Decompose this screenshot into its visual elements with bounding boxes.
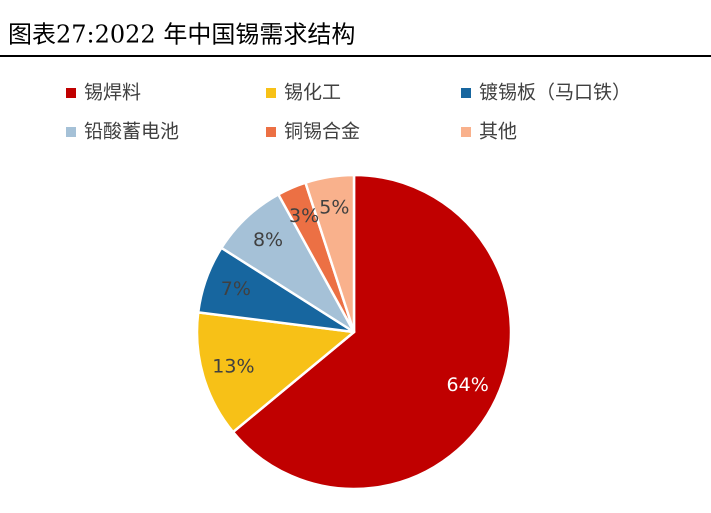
legend-swatch (66, 127, 76, 137)
legend-swatch (266, 127, 276, 137)
legend-label: 锡化工 (284, 82, 341, 104)
pie-slice (195, 311, 356, 434)
chart-title: 图表27:2022 年中国锡需求结构 (8, 21, 355, 49)
data-label: 3% (289, 205, 319, 227)
legend-label: 锡焊料 (84, 82, 141, 104)
legend-swatch (66, 88, 76, 98)
legend-label: 其他 (479, 121, 517, 143)
data-label: 5% (319, 196, 349, 218)
legend-label: 铅酸蓄电池 (84, 121, 179, 143)
pie-slice (304, 173, 356, 334)
legend-swatch (266, 88, 276, 98)
data-label: 7% (221, 278, 251, 300)
legend-label: 铜锡合金 (284, 121, 360, 143)
legend-label: 镀锡板（马口铁） (479, 82, 631, 104)
pie-slice (231, 173, 513, 491)
data-label: 64% (447, 374, 489, 396)
data-label: 8% (253, 229, 283, 251)
legend-swatch (461, 88, 471, 98)
legend-swatch (461, 127, 471, 137)
data-label: 13% (212, 356, 254, 378)
